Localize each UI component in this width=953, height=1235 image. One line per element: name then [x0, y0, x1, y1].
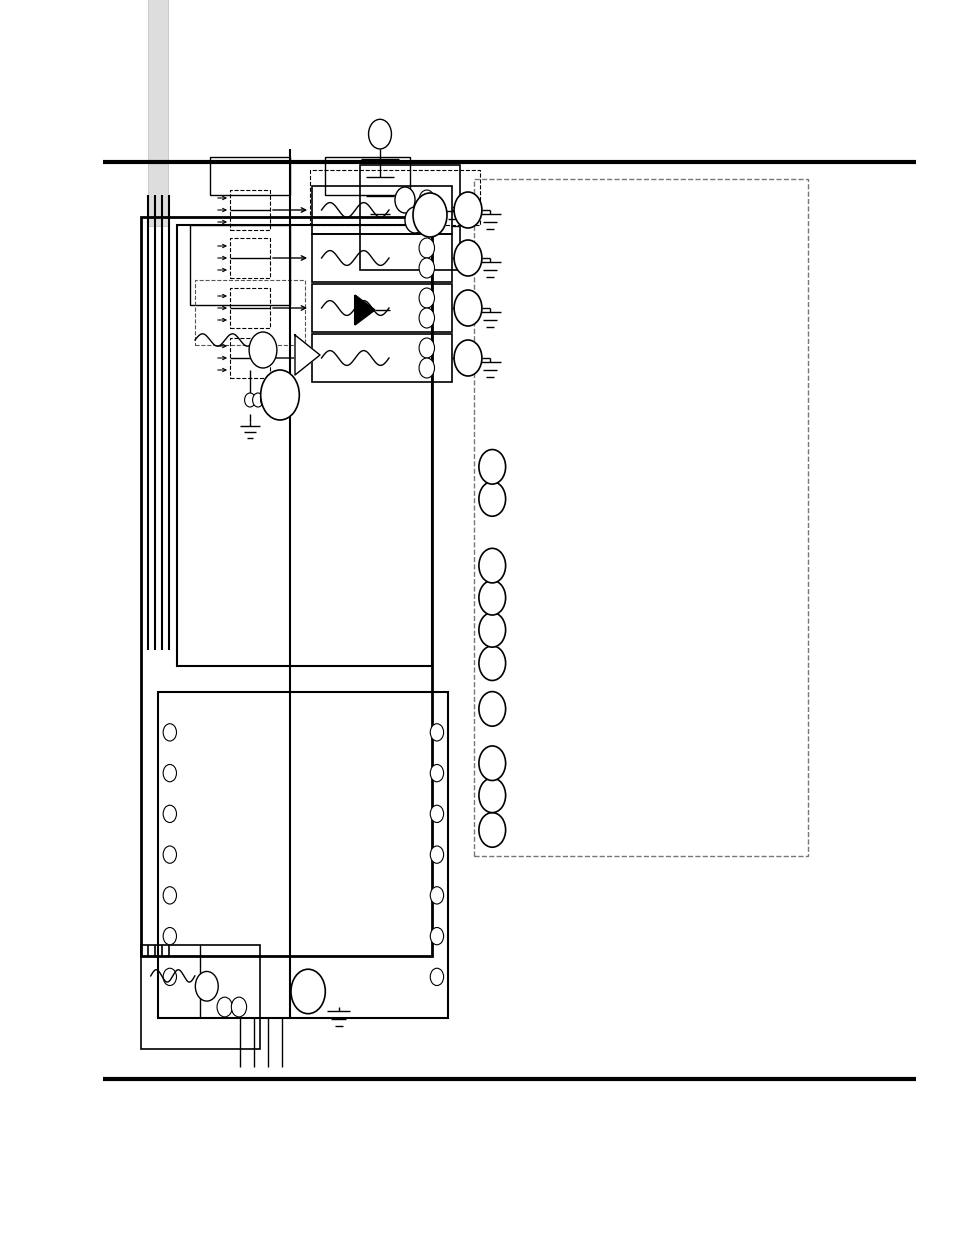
Circle shape — [253, 393, 263, 408]
Circle shape — [418, 338, 434, 358]
Bar — [148, 0, 168, 226]
Circle shape — [163, 968, 176, 986]
Circle shape — [418, 238, 434, 258]
Bar — [177, 225, 432, 666]
Circle shape — [163, 846, 176, 863]
Bar — [359, 165, 459, 270]
Circle shape — [413, 193, 447, 237]
Circle shape — [478, 813, 505, 847]
Circle shape — [478, 646, 505, 680]
Circle shape — [430, 724, 443, 741]
Bar — [230, 338, 270, 378]
Circle shape — [368, 120, 391, 149]
Circle shape — [430, 927, 443, 945]
Bar — [141, 945, 260, 1049]
Circle shape — [478, 548, 505, 583]
Circle shape — [418, 210, 434, 230]
Circle shape — [430, 846, 443, 863]
Circle shape — [454, 240, 481, 275]
Circle shape — [454, 191, 481, 228]
Circle shape — [430, 764, 443, 782]
Circle shape — [478, 580, 505, 615]
Circle shape — [163, 764, 176, 782]
Circle shape — [454, 340, 481, 375]
Circle shape — [478, 746, 505, 781]
Bar — [210, 157, 290, 195]
Circle shape — [478, 450, 505, 484]
Circle shape — [260, 393, 271, 408]
Bar — [310, 170, 479, 225]
Circle shape — [454, 290, 481, 326]
Bar — [230, 238, 270, 278]
Circle shape — [404, 207, 425, 233]
Circle shape — [163, 724, 176, 741]
Circle shape — [430, 805, 443, 823]
Circle shape — [430, 887, 443, 904]
Circle shape — [260, 370, 299, 420]
Bar — [312, 233, 452, 282]
Circle shape — [478, 613, 505, 647]
Bar — [230, 190, 270, 230]
Circle shape — [418, 358, 434, 378]
Circle shape — [216, 997, 233, 1016]
Circle shape — [163, 887, 176, 904]
Circle shape — [418, 190, 434, 210]
Circle shape — [418, 258, 434, 278]
Circle shape — [244, 393, 255, 408]
Circle shape — [478, 482, 505, 516]
Bar — [312, 333, 452, 382]
Circle shape — [478, 692, 505, 726]
Bar — [190, 225, 290, 305]
Bar — [474, 179, 807, 856]
Circle shape — [163, 805, 176, 823]
Bar — [158, 692, 448, 1018]
Circle shape — [418, 308, 434, 329]
Circle shape — [195, 972, 218, 1002]
Circle shape — [395, 186, 415, 212]
Bar — [312, 284, 452, 332]
Circle shape — [231, 997, 246, 1016]
Bar — [312, 186, 452, 233]
Circle shape — [249, 332, 276, 368]
Bar — [230, 288, 270, 329]
Circle shape — [430, 968, 443, 986]
Circle shape — [478, 778, 505, 813]
Bar — [194, 280, 305, 345]
Circle shape — [418, 288, 434, 308]
Bar — [141, 217, 432, 956]
Polygon shape — [294, 335, 319, 375]
Circle shape — [291, 969, 325, 1014]
Bar — [325, 157, 410, 195]
Polygon shape — [355, 295, 375, 325]
Circle shape — [163, 927, 176, 945]
